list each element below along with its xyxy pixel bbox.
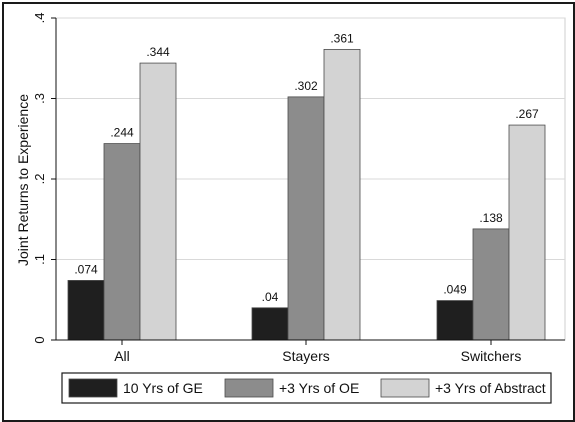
- x-tick-label: Stayers: [282, 348, 329, 364]
- data-label: .049: [443, 283, 467, 297]
- bar: [251, 307, 289, 341]
- legend-label: 10 Yrs of GE: [123, 380, 203, 396]
- legend-swatch: [68, 378, 118, 398]
- legend-swatch: [224, 378, 274, 398]
- data-label: .04: [262, 290, 279, 304]
- bar: [472, 228, 510, 341]
- data-label: .344: [146, 45, 170, 59]
- y-axis: 0 .1 .2 .3 .4: [32, 13, 56, 344]
- y-tick-label: 0: [32, 336, 47, 343]
- data-label: .361: [330, 31, 354, 45]
- legend-label: +3 Yrs of Abstract: [435, 380, 546, 396]
- bar: [67, 280, 105, 341]
- bar: [508, 124, 546, 341]
- x-tick-label: Switchers: [461, 348, 522, 364]
- y-axis-title: Joint Returns to Experience: [15, 94, 31, 266]
- bar: [323, 48, 361, 341]
- bars: [67, 48, 546, 341]
- x-axis: All Stayers Switchers: [114, 340, 521, 364]
- bar: [436, 300, 474, 341]
- legend: 10 Yrs of GE +3 Yrs of OE +3 Yrs of Abstra…: [61, 372, 552, 404]
- y-tick-label: .1: [32, 254, 47, 265]
- bar: [139, 62, 177, 341]
- legend-box: [61, 372, 552, 404]
- bar: [103, 143, 141, 341]
- data-labels: .074 .244 .344 .04 .302 .361 .049 .138 .267: [74, 31, 539, 303]
- bar: [287, 96, 325, 341]
- legend-swatch: [380, 378, 430, 398]
- data-label: .244: [110, 126, 134, 140]
- legend-label: +3 Yrs of OE: [279, 380, 359, 396]
- data-label: .267: [515, 107, 539, 121]
- data-label: .074: [74, 262, 98, 276]
- y-tick-label: .4: [32, 13, 47, 24]
- data-label: .302: [294, 79, 318, 93]
- y-tick-label: .2: [32, 174, 47, 185]
- x-tick-label: All: [114, 348, 130, 364]
- y-tick-label: .3: [32, 93, 47, 104]
- data-label: .138: [479, 211, 503, 225]
